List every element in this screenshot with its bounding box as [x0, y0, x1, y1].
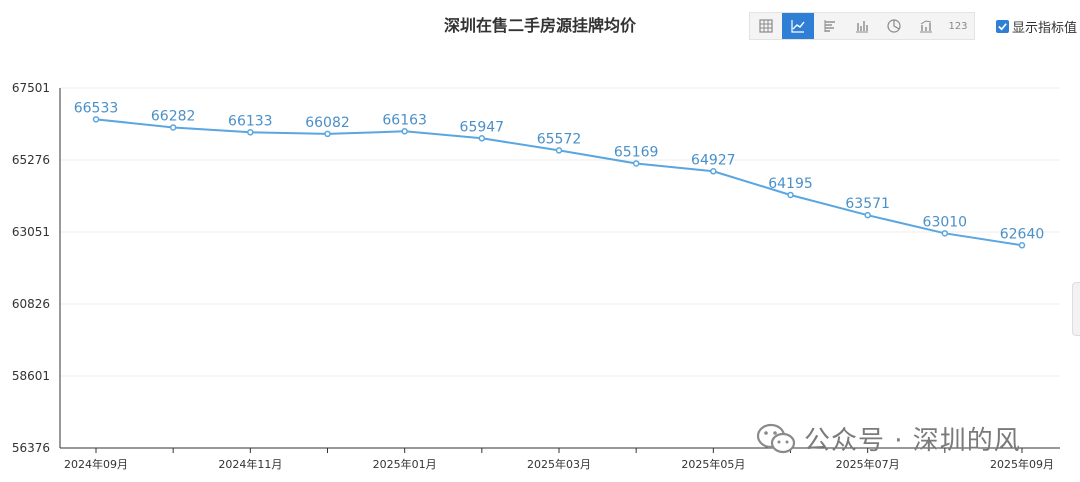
- data-label: 65169: [614, 144, 659, 160]
- x-tick-label: 2024年09月: [64, 457, 128, 471]
- data-label: 65572: [537, 131, 582, 147]
- data-label: 64195: [768, 176, 813, 192]
- pie-chart-button[interactable]: [878, 13, 910, 39]
- pie-chart-icon: [887, 19, 901, 33]
- data-label: 62640: [1000, 226, 1045, 242]
- y-tick-label: 67501: [12, 81, 50, 95]
- x-tick-label: 2025年03月: [527, 457, 591, 471]
- x-tick-label: 2025年05月: [681, 457, 745, 471]
- y-tick-label: 58601: [12, 369, 50, 383]
- y-tick-label: 60826: [12, 297, 50, 311]
- data-label: 63571: [845, 196, 890, 212]
- data-point: [632, 160, 640, 167]
- y-tick-label: 56376: [12, 441, 50, 455]
- line-chart-button[interactable]: [782, 13, 814, 39]
- data-point: [324, 130, 331, 138]
- data-point: [864, 211, 871, 219]
- data-label: 66282: [151, 108, 196, 124]
- data-label: 64927: [691, 152, 736, 168]
- line-chart-icon: [791, 20, 805, 33]
- watermark-text: 公众号 · 深圳的风: [804, 426, 1021, 456]
- watermark: 公众号 · 深圳的风: [756, 420, 1021, 457]
- data-label: 66133: [228, 113, 273, 129]
- data-point: [92, 116, 100, 123]
- check-icon: [998, 23, 1007, 31]
- combo-chart-icon: [920, 20, 932, 33]
- y-tick-label: 65276: [12, 153, 50, 167]
- chart-toolbar: 123: [749, 12, 975, 40]
- data-point: [710, 168, 717, 175]
- x-tick-label: 2025年01月: [373, 457, 437, 471]
- data-label: 66163: [382, 112, 427, 128]
- wechat-icon: [756, 423, 796, 453]
- data-label: 66082: [305, 115, 350, 131]
- combo-chart-button[interactable]: [910, 13, 942, 39]
- data-point: [169, 124, 177, 131]
- show-values-label: 显示指标值: [1012, 21, 1078, 36]
- data-point: [787, 191, 794, 199]
- table-icon: [759, 19, 773, 33]
- number-icon: 123: [948, 20, 968, 32]
- side-panel-handle[interactable]: [1072, 282, 1080, 336]
- show-values-checkbox[interactable]: [996, 20, 1009, 33]
- horizontal-bar-button[interactable]: [814, 13, 846, 39]
- data-point: [1018, 242, 1026, 249]
- horizontal-bar-icon: [824, 20, 835, 32]
- number-view-button[interactable]: 123: [942, 13, 974, 39]
- bar-chart-button[interactable]: [846, 13, 878, 39]
- data-point: [941, 230, 949, 237]
- table-view-button[interactable]: [750, 13, 782, 39]
- data-point: [401, 128, 408, 135]
- bar-chart-icon: [856, 21, 868, 33]
- chart-title: 深圳在售二手房源挂牌均价: [443, 16, 636, 35]
- data-point: [555, 147, 563, 154]
- data-point: [478, 135, 486, 142]
- data-label: 65947: [460, 119, 505, 135]
- data-label: 63010: [923, 214, 968, 230]
- x-tick-label: 2024年11月: [218, 457, 282, 471]
- y-tick-label: 63051: [12, 225, 50, 239]
- data-label: 66533: [74, 100, 119, 116]
- show-values-toggle[interactable]: 显示指标值: [996, 17, 1077, 36]
- x-tick-label: 2025年07月: [836, 457, 900, 471]
- x-tick-label: 2025年09月: [990, 457, 1054, 471]
- data-point: [247, 129, 254, 136]
